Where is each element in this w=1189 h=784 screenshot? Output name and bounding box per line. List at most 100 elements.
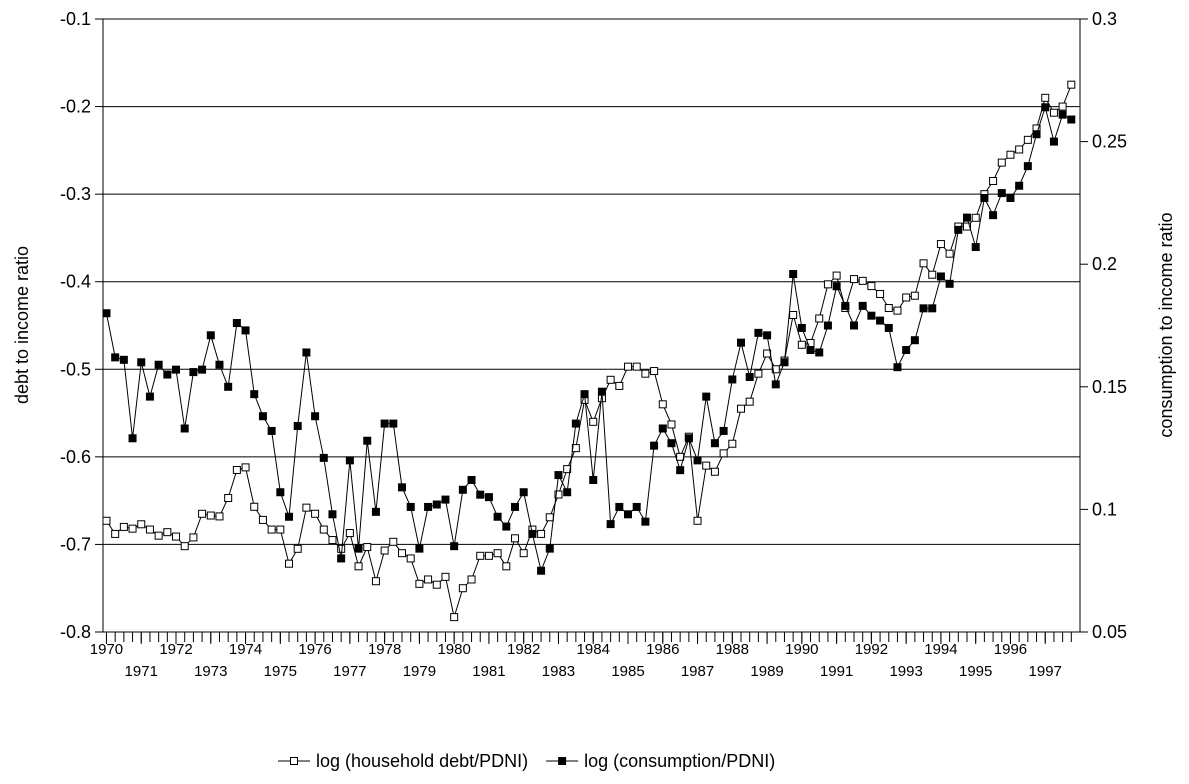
marker bbox=[232, 465, 241, 474]
marker bbox=[832, 271, 841, 280]
marker bbox=[702, 461, 711, 470]
y2-tick-label: 0.25 bbox=[1092, 132, 1127, 152]
marker bbox=[432, 580, 441, 589]
x-tick-label: 1996 bbox=[994, 641, 1027, 658]
x-tick-label: 1989 bbox=[750, 663, 783, 680]
marker bbox=[632, 362, 641, 371]
marker bbox=[606, 375, 615, 384]
marker bbox=[1067, 115, 1076, 124]
marker bbox=[737, 404, 746, 413]
marker bbox=[450, 613, 459, 622]
x-tick-label: 1997 bbox=[1029, 663, 1062, 680]
marker bbox=[876, 316, 885, 325]
marker bbox=[719, 449, 728, 458]
marker bbox=[119, 355, 128, 364]
marker bbox=[815, 314, 824, 323]
marker bbox=[658, 424, 667, 433]
marker bbox=[919, 259, 928, 268]
marker bbox=[1041, 93, 1050, 102]
marker bbox=[902, 346, 911, 355]
y2-tick-label: 0.1 bbox=[1092, 499, 1117, 519]
marker bbox=[450, 542, 459, 551]
x-tick-label: 1991 bbox=[820, 663, 853, 680]
marker bbox=[354, 544, 363, 553]
marker bbox=[363, 436, 372, 445]
marker bbox=[858, 276, 867, 285]
marker bbox=[206, 331, 215, 340]
marker bbox=[989, 177, 998, 186]
marker bbox=[589, 475, 598, 484]
marker bbox=[371, 507, 380, 516]
marker bbox=[302, 348, 311, 357]
marker bbox=[684, 434, 693, 443]
x-tick-label: 1975 bbox=[264, 663, 297, 680]
marker bbox=[571, 419, 580, 428]
marker bbox=[676, 466, 685, 475]
marker bbox=[371, 577, 380, 586]
marker bbox=[1041, 103, 1050, 112]
marker bbox=[545, 544, 554, 553]
y2-tick-label: 0.2 bbox=[1092, 254, 1117, 274]
marker bbox=[380, 419, 389, 428]
marker bbox=[641, 369, 650, 378]
marker bbox=[1032, 130, 1041, 139]
marker bbox=[754, 369, 763, 378]
y-tick-label: -0.4 bbox=[60, 272, 91, 292]
marker bbox=[789, 310, 798, 319]
x-tick-label: 1981 bbox=[472, 663, 505, 680]
marker bbox=[241, 326, 250, 335]
marker bbox=[189, 368, 198, 377]
marker bbox=[241, 463, 250, 472]
marker bbox=[823, 321, 832, 330]
marker bbox=[624, 362, 633, 371]
marker bbox=[963, 222, 972, 231]
marker bbox=[250, 390, 259, 399]
marker bbox=[728, 375, 737, 384]
marker bbox=[111, 529, 120, 538]
marker bbox=[771, 365, 780, 374]
marker bbox=[258, 515, 267, 524]
marker bbox=[693, 456, 702, 465]
marker bbox=[650, 441, 659, 450]
marker bbox=[441, 572, 450, 581]
marker bbox=[415, 579, 424, 588]
y2-axis-label: consumption to income ratio bbox=[1156, 212, 1176, 437]
marker bbox=[997, 158, 1006, 167]
marker bbox=[858, 301, 867, 310]
marker bbox=[719, 426, 728, 435]
marker bbox=[806, 346, 815, 355]
marker bbox=[823, 280, 832, 289]
marker bbox=[398, 483, 407, 492]
y-tick-label: -0.2 bbox=[60, 97, 91, 117]
marker bbox=[424, 575, 433, 584]
marker bbox=[311, 509, 320, 518]
marker bbox=[493, 549, 502, 558]
marker bbox=[128, 524, 137, 533]
marker bbox=[337, 554, 346, 563]
marker bbox=[745, 397, 754, 406]
marker bbox=[511, 534, 520, 543]
marker bbox=[1023, 162, 1032, 171]
marker bbox=[1058, 102, 1067, 111]
marker bbox=[154, 360, 163, 369]
marker bbox=[928, 304, 937, 313]
marker bbox=[537, 566, 546, 575]
marker bbox=[884, 303, 893, 312]
marker bbox=[797, 340, 806, 349]
marker bbox=[554, 490, 563, 499]
marker bbox=[910, 336, 919, 345]
x-tick-label: 1977 bbox=[333, 663, 366, 680]
series-line bbox=[106, 84, 1072, 618]
marker bbox=[519, 549, 528, 558]
marker bbox=[1067, 80, 1076, 89]
marker bbox=[1015, 145, 1024, 154]
marker bbox=[963, 213, 972, 222]
x-tick-label: 1972 bbox=[159, 641, 192, 658]
marker bbox=[198, 509, 207, 518]
marker bbox=[797, 323, 806, 332]
x-tick-label: 1990 bbox=[785, 641, 818, 658]
marker bbox=[398, 549, 407, 558]
marker bbox=[232, 319, 241, 328]
marker bbox=[650, 367, 659, 376]
marker bbox=[406, 502, 415, 511]
